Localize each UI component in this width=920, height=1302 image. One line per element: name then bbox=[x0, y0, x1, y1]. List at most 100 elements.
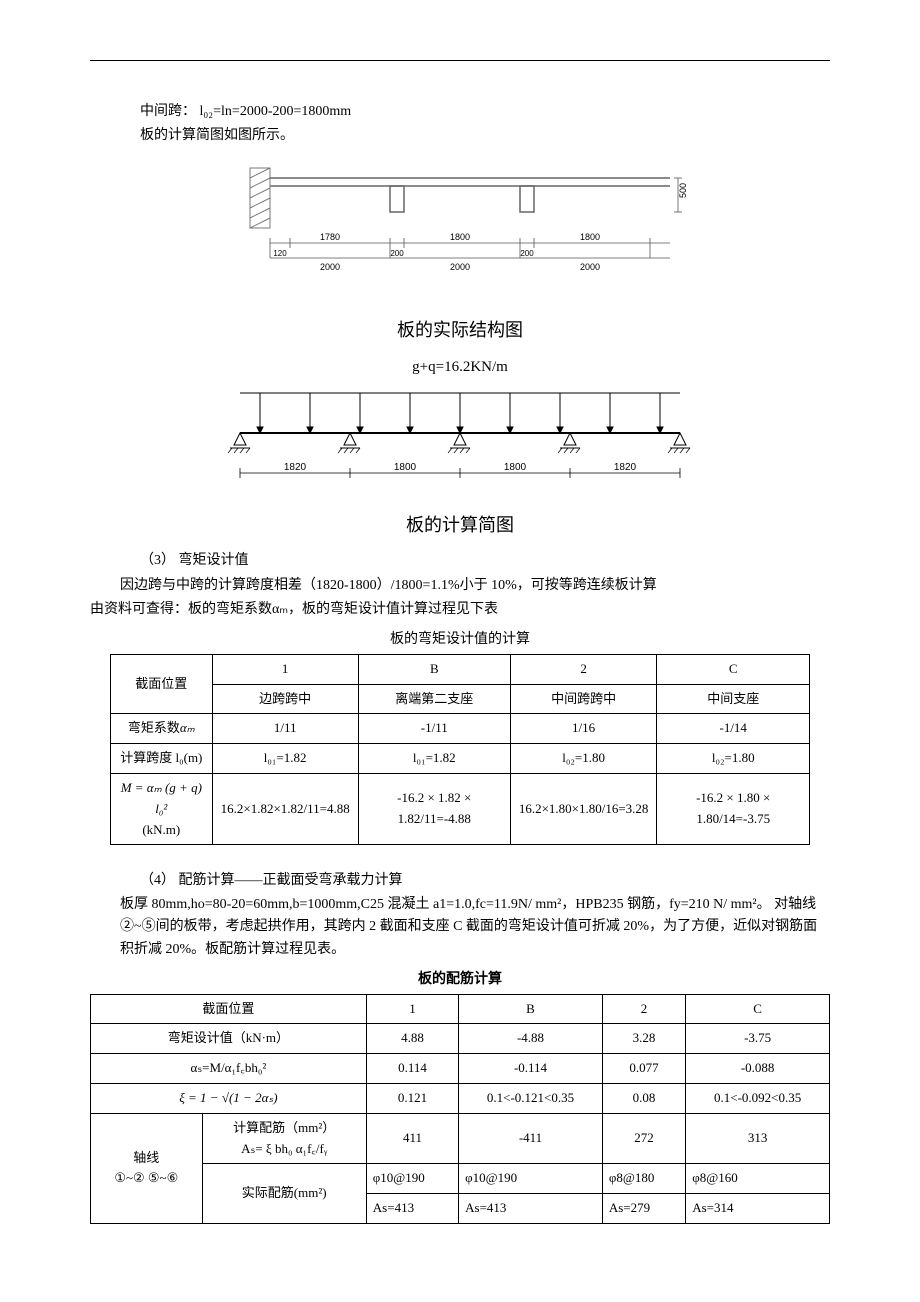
cell: 272 bbox=[602, 1113, 685, 1164]
svg-text:1800: 1800 bbox=[394, 462, 417, 473]
cell: -0.114 bbox=[459, 1054, 603, 1084]
section3-p1: 因边跨与中跨的计算跨度相差（1820-1800）/1800=1.1%小于 10%… bbox=[120, 575, 830, 597]
svg-text:1780: 1780 bbox=[320, 232, 340, 242]
table-row: 弯矩系数αₘ 1/11 -1/11 1/16 -1/14 bbox=[111, 714, 810, 744]
table2-caption: 板的配筋计算 bbox=[90, 969, 830, 991]
cell: 4.88 bbox=[366, 1024, 458, 1054]
cell: -0.088 bbox=[686, 1054, 830, 1084]
col-subheader: 离端第二支座 bbox=[358, 684, 510, 714]
col-subheader: 边跨跨中 bbox=[212, 684, 358, 714]
col-header: C bbox=[657, 654, 810, 684]
row-label: αₛ=M/α₁f꜀bh₀² bbox=[91, 1054, 367, 1084]
svg-text:1820: 1820 bbox=[614, 462, 637, 473]
cell: -3.75 bbox=[686, 1024, 830, 1054]
cell: 16.2×1.80×1.80/16=3.28 bbox=[510, 773, 657, 844]
cell: 1/16 bbox=[510, 714, 657, 744]
cell: l₀₁=1.82 bbox=[358, 744, 510, 774]
table-row: 截面位置 1 B 2 C bbox=[111, 654, 810, 684]
row-label: 计算配筋（mm²） Aₛ= ξ bh₀ α₁f꜀/fᵧ bbox=[202, 1113, 366, 1164]
cell: 0.1<-0.121<0.35 bbox=[459, 1084, 603, 1114]
svg-text:2000: 2000 bbox=[450, 262, 470, 272]
cell: As=279 bbox=[602, 1194, 685, 1224]
cell: As=413 bbox=[366, 1194, 458, 1224]
cell: φ8@160 bbox=[686, 1164, 830, 1194]
table-row: 截面位置 1 B 2 C bbox=[91, 994, 830, 1024]
svg-text:120: 120 bbox=[273, 249, 287, 258]
section3-p2: 由资料可查得：板的弯矩系数αₘ，板的弯矩设计值计算过程见下表 bbox=[90, 599, 830, 621]
cell: 1/11 bbox=[212, 714, 358, 744]
col-header: 2 bbox=[510, 654, 657, 684]
cell: -1/11 bbox=[358, 714, 510, 744]
table-row: 计算跨度 l₀(m) l₀₁=1.82 l₀₁=1.82 l₀₂=1.80 l₀… bbox=[111, 744, 810, 774]
table-row: αₛ=M/α₁f꜀bh₀² 0.114 -0.114 0.077 -0.088 bbox=[91, 1054, 830, 1084]
structural-diagram: 500 1780 1800 1800 120 200 200 2000 2000… bbox=[90, 158, 830, 306]
col-header: 1 bbox=[366, 994, 458, 1024]
section4-heading: （4） 配筋计算——正截面受弯承载力计算 bbox=[140, 870, 830, 892]
svg-text:2000: 2000 bbox=[320, 262, 340, 272]
cell: 0.1<-0.092<0.35 bbox=[686, 1084, 830, 1114]
cell: 0.114 bbox=[366, 1054, 458, 1084]
svg-text:1800: 1800 bbox=[504, 462, 527, 473]
col-header: 1 bbox=[212, 654, 358, 684]
reinforcement-table: 截面位置 1 B 2 C 弯矩设计值（kN·m） 4.88 -4.88 3.28… bbox=[90, 994, 830, 1224]
svg-text:2000: 2000 bbox=[580, 262, 600, 272]
row-label: 弯矩系数αₘ bbox=[111, 714, 213, 744]
table-row: 弯矩设计值（kN·m） 4.88 -4.88 3.28 -3.75 bbox=[91, 1024, 830, 1054]
table-row: 边跨跨中 离端第二支座 中间跨跨中 中间支座 bbox=[111, 684, 810, 714]
section3-heading: （3） 弯矩设计值 bbox=[140, 550, 830, 572]
table-row: M = αₘ (g + q) l₀² (kN.m) 16.2×1.82×1.82… bbox=[111, 773, 810, 844]
moment-design-table: 截面位置 1 B 2 C 边跨跨中 离端第二支座 中间跨跨中 中间支座 弯矩系数… bbox=[110, 654, 810, 846]
svg-text:200: 200 bbox=[390, 249, 404, 258]
cell: 0.077 bbox=[602, 1054, 685, 1084]
row-label: 弯矩设计值（kN·m） bbox=[91, 1024, 367, 1054]
col-header: 截面位置 bbox=[91, 994, 367, 1024]
cell: -16.2 × 1.82 × 1.82/11=-4.88 bbox=[358, 773, 510, 844]
svg-text:1800: 1800 bbox=[450, 232, 470, 242]
cell: φ10@190 bbox=[459, 1164, 603, 1194]
cell: -411 bbox=[459, 1113, 603, 1164]
dim-height: 500 bbox=[678, 183, 688, 198]
calc-diagram: g+q=16.2KN/m bbox=[90, 355, 830, 501]
intro-line-2: 板的计算简图如图所示。 bbox=[140, 125, 830, 147]
cell: 3.28 bbox=[602, 1024, 685, 1054]
col-header: B bbox=[358, 654, 510, 684]
cell: l₀₂=1.80 bbox=[510, 744, 657, 774]
row-label: ξ = 1 − √(1 − 2αₛ) bbox=[91, 1084, 367, 1114]
intro-line-1: 中间跨： l₀₂=ln=2000-200=1800mm bbox=[140, 101, 830, 123]
cell: l₀₂=1.80 bbox=[657, 744, 810, 774]
col-header: 截面位置 bbox=[111, 654, 213, 714]
cell: -4.88 bbox=[459, 1024, 603, 1054]
section4-p1: 板厚 80mm,ho=80-20=60mm,b=1000mm,C25 混凝土 a… bbox=[120, 894, 830, 961]
svg-text:200: 200 bbox=[520, 249, 534, 258]
cell: -1/14 bbox=[657, 714, 810, 744]
cell: 0.121 bbox=[366, 1084, 458, 1114]
cell: φ8@180 bbox=[602, 1164, 685, 1194]
svg-text:1820: 1820 bbox=[284, 462, 307, 473]
table-row: ξ = 1 − √(1 − 2αₛ) 0.121 0.1<-0.121<0.35… bbox=[91, 1084, 830, 1114]
col-subheader: 中间跨跨中 bbox=[510, 684, 657, 714]
axis-label: 轴线 ①~② ⑤~⑥ bbox=[91, 1113, 203, 1223]
col-header: B bbox=[459, 994, 603, 1024]
svg-text:1800: 1800 bbox=[580, 232, 600, 242]
cell: l₀₁=1.82 bbox=[212, 744, 358, 774]
load-label: g+q=16.2KN/m bbox=[90, 355, 830, 379]
cell: As=413 bbox=[459, 1194, 603, 1224]
table-row: 轴线 ①~② ⑤~⑥ 计算配筋（mm²） Aₛ= ξ bh₀ α₁f꜀/fᵧ 4… bbox=[91, 1113, 830, 1164]
struct-diagram-caption: 板的实际结构图 bbox=[90, 316, 830, 345]
cell: 0.08 bbox=[602, 1084, 685, 1114]
cell: 313 bbox=[686, 1113, 830, 1164]
calc-diagram-caption: 板的计算简图 bbox=[90, 511, 830, 540]
top-rule bbox=[90, 60, 830, 61]
col-subheader: 中间支座 bbox=[657, 684, 810, 714]
cell: -16.2 × 1.80 × 1.80/14=-3.75 bbox=[657, 773, 810, 844]
col-header: 2 bbox=[602, 994, 685, 1024]
table1-caption: 板的弯矩设计值的计算 bbox=[90, 629, 830, 651]
row-label: 实际配筋(mm²) bbox=[202, 1164, 366, 1224]
cell: 411 bbox=[366, 1113, 458, 1164]
row-label: M = αₘ (g + q) l₀² (kN.m) bbox=[111, 773, 213, 844]
cell: 16.2×1.82×1.82/11=4.88 bbox=[212, 773, 358, 844]
cell: As=314 bbox=[686, 1194, 830, 1224]
table-row: 实际配筋(mm²) φ10@190 φ10@190 φ8@180 φ8@160 bbox=[91, 1164, 830, 1194]
cell: φ10@190 bbox=[366, 1164, 458, 1194]
col-header: C bbox=[686, 994, 830, 1024]
